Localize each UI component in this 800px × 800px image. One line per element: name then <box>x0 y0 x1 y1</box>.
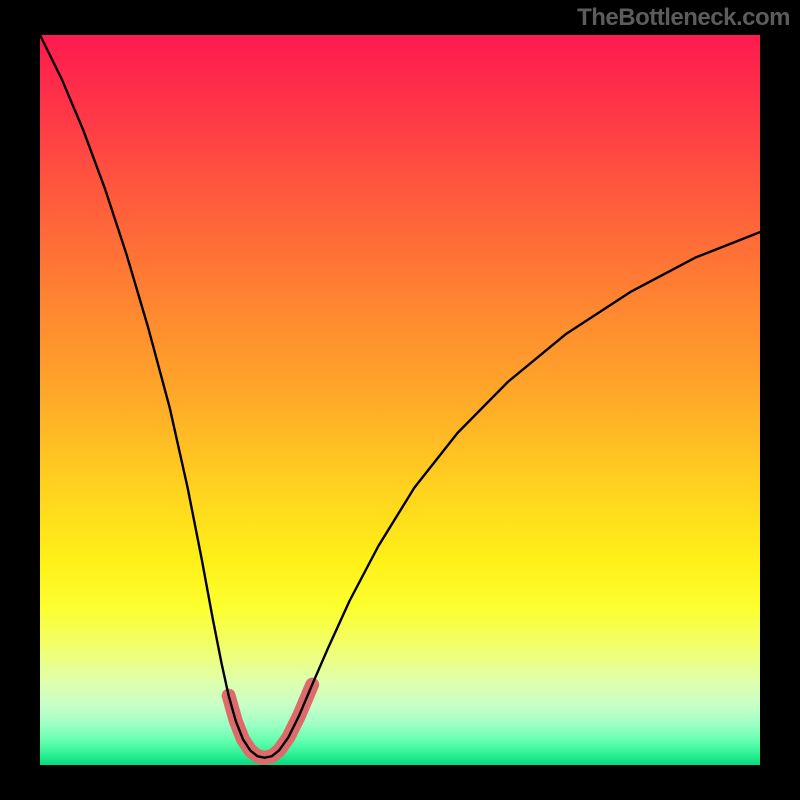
watermark-label: TheBottleneck.com <box>577 4 790 32</box>
bottleneck-chart <box>0 0 800 800</box>
chart-root: TheBottleneck.com <box>0 0 800 800</box>
plot-background-gradient <box>40 35 760 765</box>
